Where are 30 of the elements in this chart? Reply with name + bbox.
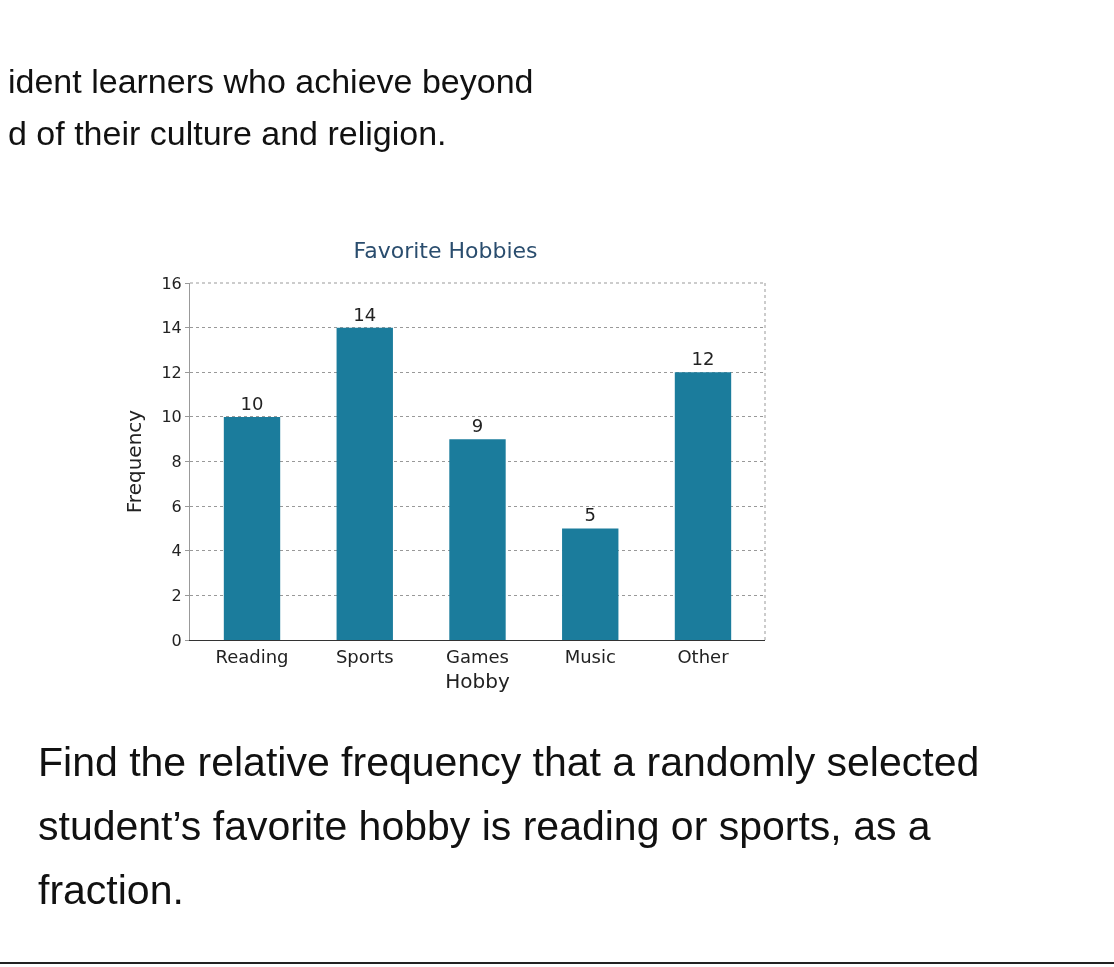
y-tick-label: 2: [171, 585, 182, 605]
y-tick-label: 10: [161, 407, 182, 427]
bar: [449, 439, 506, 640]
data-label: 12: [691, 348, 715, 370]
text: Find the relative frequency that a randomly selected student’s favorite hobby is reading or sports, as a fraction.: [38, 738, 981, 915]
bar: [674, 372, 732, 640]
data-label: 14: [353, 303, 377, 325]
x-tick-label: Sports: [335, 645, 394, 667]
data-label: 5: [584, 504, 596, 526]
text: ident learners who achieve beyond: [8, 62, 534, 101]
y-tick-label: 12: [161, 362, 182, 382]
data-label: 9: [471, 415, 484, 437]
x-tick-label: Games: [446, 645, 509, 667]
x-tick-label: Reading: [215, 645, 289, 667]
x-tick-label: Other: [677, 645, 730, 667]
x-tick-label: Music: [564, 645, 616, 667]
text: d of their culture and religion.: [8, 114, 447, 153]
bar: [223, 416, 281, 640]
bar: [562, 528, 619, 640]
chart-title: Favorite Hobbies: [353, 238, 538, 264]
y-tick-label: 8: [171, 452, 182, 472]
y-tick-label: 4: [171, 541, 182, 561]
bar: [336, 327, 393, 640]
data-label: 10: [240, 392, 264, 414]
y-tick-label: 16: [161, 273, 182, 293]
y-tick-label: 6: [171, 496, 182, 516]
x-axis-title: Hobby: [445, 669, 510, 694]
y-tick-label: 14: [161, 318, 182, 338]
y-axis-title: Frequency: [121, 409, 146, 514]
y-tick-label: 0: [171, 630, 182, 650]
